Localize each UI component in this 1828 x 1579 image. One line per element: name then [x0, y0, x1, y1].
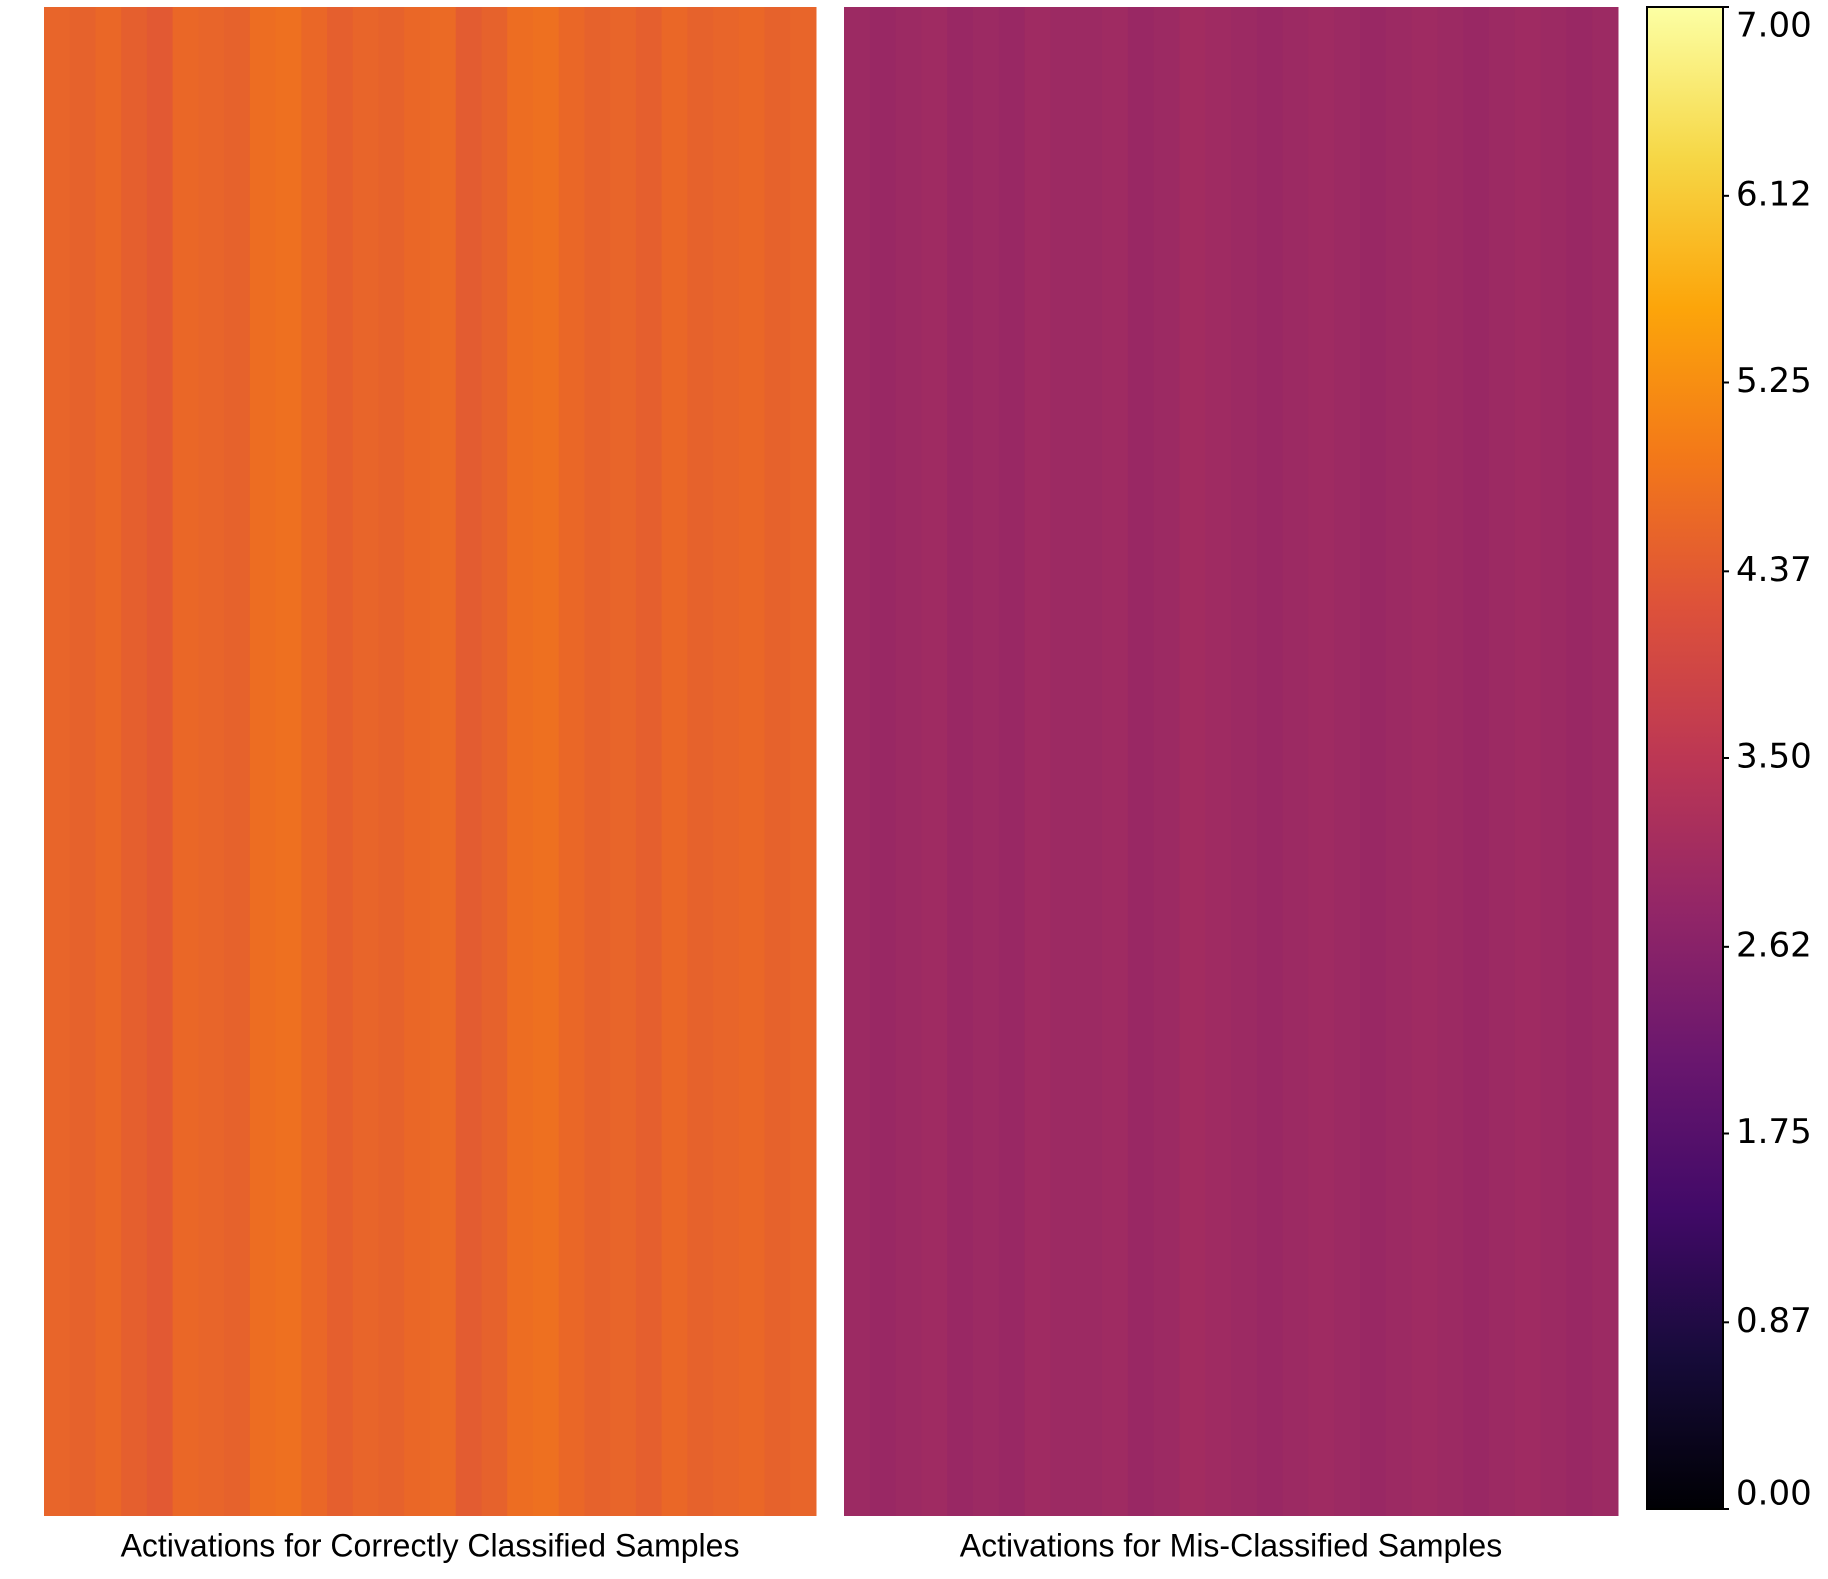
heatmap-cell: [507, 7, 534, 1516]
heatmap-cell: [455, 7, 482, 1516]
heatmap-cell: [1256, 7, 1284, 1516]
heatmap-cell: [1153, 7, 1180, 1516]
heatmap-cell: [869, 7, 897, 1516]
colorbar-tick-label: 4.37: [1736, 550, 1812, 590]
heatmap-cell: [301, 7, 328, 1516]
heatmap-cell: [738, 7, 766, 1516]
heatmap-cell: [661, 7, 688, 1516]
heatmap-cell: [1024, 7, 1051, 1516]
colorbar-tick-label: 3.50: [1736, 737, 1812, 777]
colorbar-tick-label: 0.87: [1736, 1301, 1812, 1341]
heatmap-cell: [1282, 7, 1309, 1516]
heatmap-cell: [172, 7, 199, 1516]
heatmap-cell: [1308, 7, 1335, 1516]
heatmap-cell: [1514, 7, 1542, 1516]
heatmap-cell: [1231, 7, 1258, 1516]
heatmap-cell: [947, 7, 974, 1516]
heatmap-cell: [1411, 7, 1438, 1516]
heatmap-cell: [1205, 7, 1232, 1516]
colorbar-tick-label: 1.75: [1736, 1112, 1812, 1152]
heatmap-cell: [95, 7, 122, 1516]
heatmap-cell: [687, 7, 714, 1516]
heatmap-cell: [1360, 7, 1387, 1516]
heatmap-cell: [146, 7, 174, 1516]
heatmap-cell: [1385, 7, 1413, 1516]
heatmap-cell: [1489, 7, 1516, 1516]
heatmap-cell: [584, 7, 611, 1516]
heatmap-cell: [275, 7, 302, 1516]
heatmap-cell: [1437, 7, 1464, 1516]
colorbar: [1646, 6, 1724, 1510]
heatmap-cell: [1334, 7, 1361, 1516]
heatmap-cell: [69, 7, 96, 1516]
heatmap-cell: [430, 7, 457, 1516]
heatmap-cell: [532, 7, 560, 1516]
heatmap-cell: [44, 7, 71, 1516]
heatmap-cell: [249, 7, 277, 1516]
heatmap-cell: [378, 7, 405, 1516]
heatmap-cell: [1540, 7, 1567, 1516]
heatmap-cell: [921, 7, 948, 1516]
colorbar-tick-label: 2.62: [1736, 925, 1812, 965]
heatmap-cell: [404, 7, 431, 1516]
heatmap-cell: [1566, 7, 1593, 1516]
heatmap-cell: [635, 7, 663, 1516]
colorbar-tick-label: 0.00: [1736, 1474, 1812, 1514]
heatmap-cell: [198, 7, 225, 1516]
heatmap-cell: [973, 7, 1000, 1516]
heatmap-cell: [558, 7, 585, 1516]
panel-caption: Activations for Mis-Classified Samples: [960, 1527, 1502, 1563]
heatmap-cell: [121, 7, 148, 1516]
panel-caption: Activations for Correctly Classified Sam…: [121, 1527, 740, 1563]
heatmap-cell: [1179, 7, 1206, 1516]
colorbar-tick-label: 7.00: [1736, 6, 1812, 46]
heatmap-cell: [1463, 7, 1490, 1516]
heatmap-cell: [610, 7, 637, 1516]
heatmap-cell: [481, 7, 508, 1516]
heatmap-cell: [1592, 7, 1619, 1516]
heatmap-cell: [352, 7, 380, 1516]
heatmap-cell: [844, 7, 871, 1516]
heatmap-cell: [998, 7, 1026, 1516]
heatmap-cell: [895, 7, 922, 1516]
heatmap-cell: [1076, 7, 1103, 1516]
colorbar-tick-label: 6.12: [1736, 174, 1812, 214]
heatmap-cell: [713, 7, 740, 1516]
heatmap-cell: [790, 7, 817, 1516]
heatmap-cell: [224, 7, 251, 1516]
heatmap-cell: [1127, 7, 1155, 1516]
heatmap-cell: [327, 7, 354, 1516]
heatmap-cell: [1050, 7, 1077, 1516]
heatmap-cell: [764, 7, 791, 1516]
heatmap-cell: [1102, 7, 1129, 1516]
colorbar-tick-label: 5.25: [1736, 361, 1812, 401]
